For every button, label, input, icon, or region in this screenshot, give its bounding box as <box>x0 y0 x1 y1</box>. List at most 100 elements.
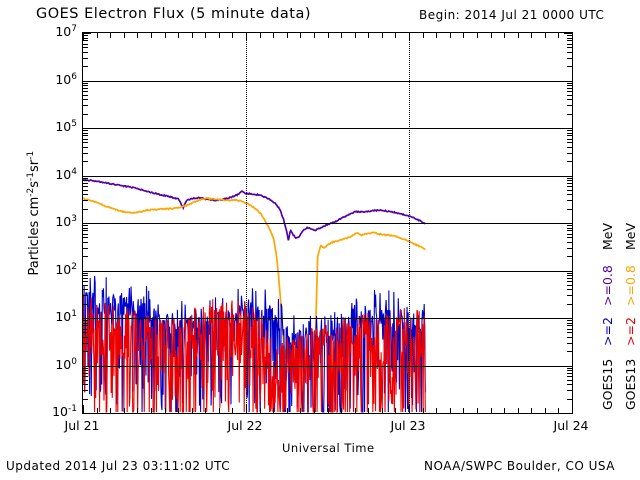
x-tick <box>395 408 397 413</box>
x-tick <box>381 33 383 38</box>
y-tick <box>83 351 88 353</box>
y-tick <box>567 186 572 188</box>
x-tick <box>205 33 207 38</box>
plot-clip <box>83 33 572 413</box>
y-tick <box>567 208 572 210</box>
y-tick <box>83 33 91 34</box>
y-tick <box>567 325 572 327</box>
y-tick <box>567 57 572 59</box>
x-tick <box>409 33 410 41</box>
y-tick-label-1e0: 100 <box>55 356 77 372</box>
x-tick <box>436 33 438 38</box>
y-tick <box>83 180 88 182</box>
y-tick <box>83 390 88 392</box>
y-tick <box>83 275 88 277</box>
x-tick <box>218 33 220 38</box>
y-tick <box>83 398 88 400</box>
y-tick <box>567 233 572 235</box>
y-tick <box>83 227 88 229</box>
y-tick <box>83 328 88 330</box>
y-tick <box>567 398 572 400</box>
y-tick <box>83 281 88 283</box>
y-tick <box>83 320 88 322</box>
x-tick <box>313 33 315 38</box>
y-tick <box>567 336 572 338</box>
gridline-1e6 <box>83 80 572 82</box>
x-tick <box>463 33 465 38</box>
data-traces <box>83 33 572 413</box>
y-tick <box>567 241 572 243</box>
x-tick <box>259 33 261 38</box>
x-tick <box>476 408 478 413</box>
y-tick <box>83 99 88 101</box>
y-tick <box>567 94 572 96</box>
x-tick <box>273 33 275 38</box>
legend-goes15-threshold-2mev: >=2 <box>600 317 615 346</box>
x-tick <box>191 408 193 413</box>
x-tick <box>341 408 343 413</box>
y-tick <box>567 367 572 369</box>
y-tick <box>564 270 572 272</box>
y-tick <box>567 277 572 279</box>
gridline-1e0 <box>83 365 572 367</box>
y-tick <box>83 40 88 42</box>
y-tick <box>83 208 88 210</box>
y-tick <box>83 57 88 59</box>
y-tick <box>83 138 88 140</box>
page-title: GOES Electron Flux (5 minute data) <box>36 6 312 22</box>
y-tick <box>567 200 572 202</box>
y-tick <box>567 146 572 148</box>
y-tick <box>83 132 88 134</box>
y-tick <box>567 82 572 84</box>
y-tick <box>567 99 572 101</box>
legend-goes13-unit: MeV <box>623 222 638 250</box>
y-tick <box>567 182 572 184</box>
x-tick <box>449 33 451 38</box>
y-tick <box>567 37 572 39</box>
x-tick <box>490 33 492 38</box>
y-tick <box>567 180 572 182</box>
y-tick <box>567 225 572 227</box>
x-tick <box>123 408 125 413</box>
y-tick <box>83 175 91 177</box>
y-tick <box>567 47 572 49</box>
x-tick <box>558 408 560 413</box>
x-tick <box>368 33 370 38</box>
x-tick <box>218 408 220 413</box>
y-tick <box>567 113 572 115</box>
y-tick <box>567 132 572 134</box>
y-tick <box>83 237 88 239</box>
y-tick <box>567 332 572 334</box>
y-tick <box>564 413 572 414</box>
y-tick <box>83 379 88 381</box>
gridline-1e1 <box>83 318 572 319</box>
y-tick <box>567 43 572 45</box>
x-tick <box>191 33 193 38</box>
x-tick <box>544 33 546 38</box>
x-tick <box>436 408 438 413</box>
y-tick <box>83 80 91 82</box>
y-tick-label-1e1: 101 <box>55 309 77 325</box>
x-tick <box>517 33 519 38</box>
y-tick <box>83 200 88 202</box>
x-tick <box>572 33 573 41</box>
x-tick <box>259 408 261 413</box>
y-tick <box>83 182 88 184</box>
y-tick <box>83 241 88 243</box>
updated-timestamp: Updated 2014 Jul 23 03:11:02 UTC <box>6 459 231 473</box>
legend-goes15-satellite: GOES15 <box>600 358 615 410</box>
begin-time-label: Begin: 2014 Jul 21 0000 UTC <box>419 8 605 22</box>
y-tick <box>83 247 88 249</box>
x-tick <box>422 33 424 38</box>
y-tick <box>567 372 572 374</box>
y-tick <box>83 322 88 324</box>
x-tick <box>150 33 152 38</box>
y-tick <box>567 105 572 107</box>
y-tick <box>564 223 572 224</box>
y-tick <box>83 43 88 45</box>
y-tick <box>83 225 88 227</box>
y-tick <box>83 365 91 367</box>
y-tick <box>567 194 572 196</box>
trace-goes13-0-8-mev <box>83 198 425 365</box>
x-tick <box>504 33 506 38</box>
